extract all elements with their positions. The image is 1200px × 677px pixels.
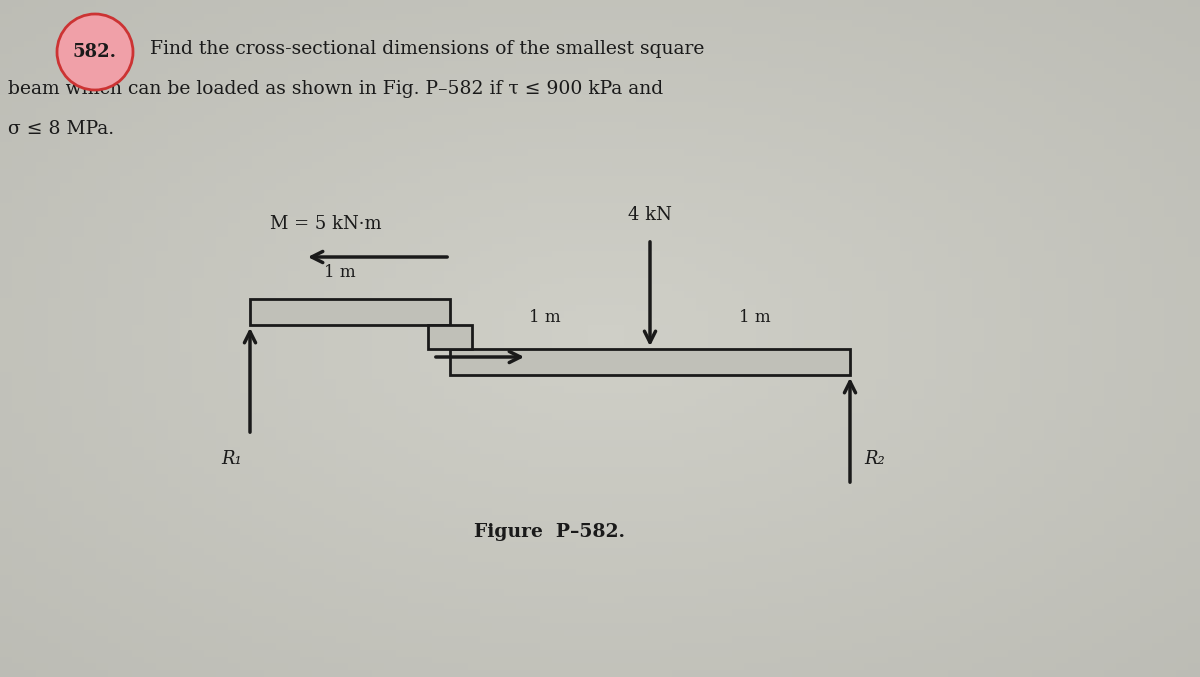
Bar [428, 325, 472, 349]
Text: 1 m: 1 m [529, 309, 560, 326]
Text: 582.: 582. [73, 43, 118, 61]
Text: 4 kN: 4 kN [628, 206, 672, 224]
Bar [250, 299, 450, 325]
Text: R₂: R₂ [865, 450, 886, 468]
Text: Figure  P–582.: Figure P–582. [474, 523, 625, 541]
Text: σ ≤ 8 MPa.: σ ≤ 8 MPa. [8, 120, 114, 138]
Text: 1 m: 1 m [739, 309, 770, 326]
Text: M = 5 kN·m: M = 5 kN·m [270, 215, 382, 233]
Text: beam which can be loaded as shown in Fig. P–582 if τ ≤ 900 kPa and: beam which can be loaded as shown in Fig… [8, 80, 664, 98]
Circle shape [58, 14, 133, 90]
Bar [450, 349, 850, 375]
Text: Find the cross-sectional dimensions of the smallest square: Find the cross-sectional dimensions of t… [150, 40, 704, 58]
Text: 1 m: 1 m [324, 264, 356, 281]
Text: R₁: R₁ [222, 450, 242, 468]
